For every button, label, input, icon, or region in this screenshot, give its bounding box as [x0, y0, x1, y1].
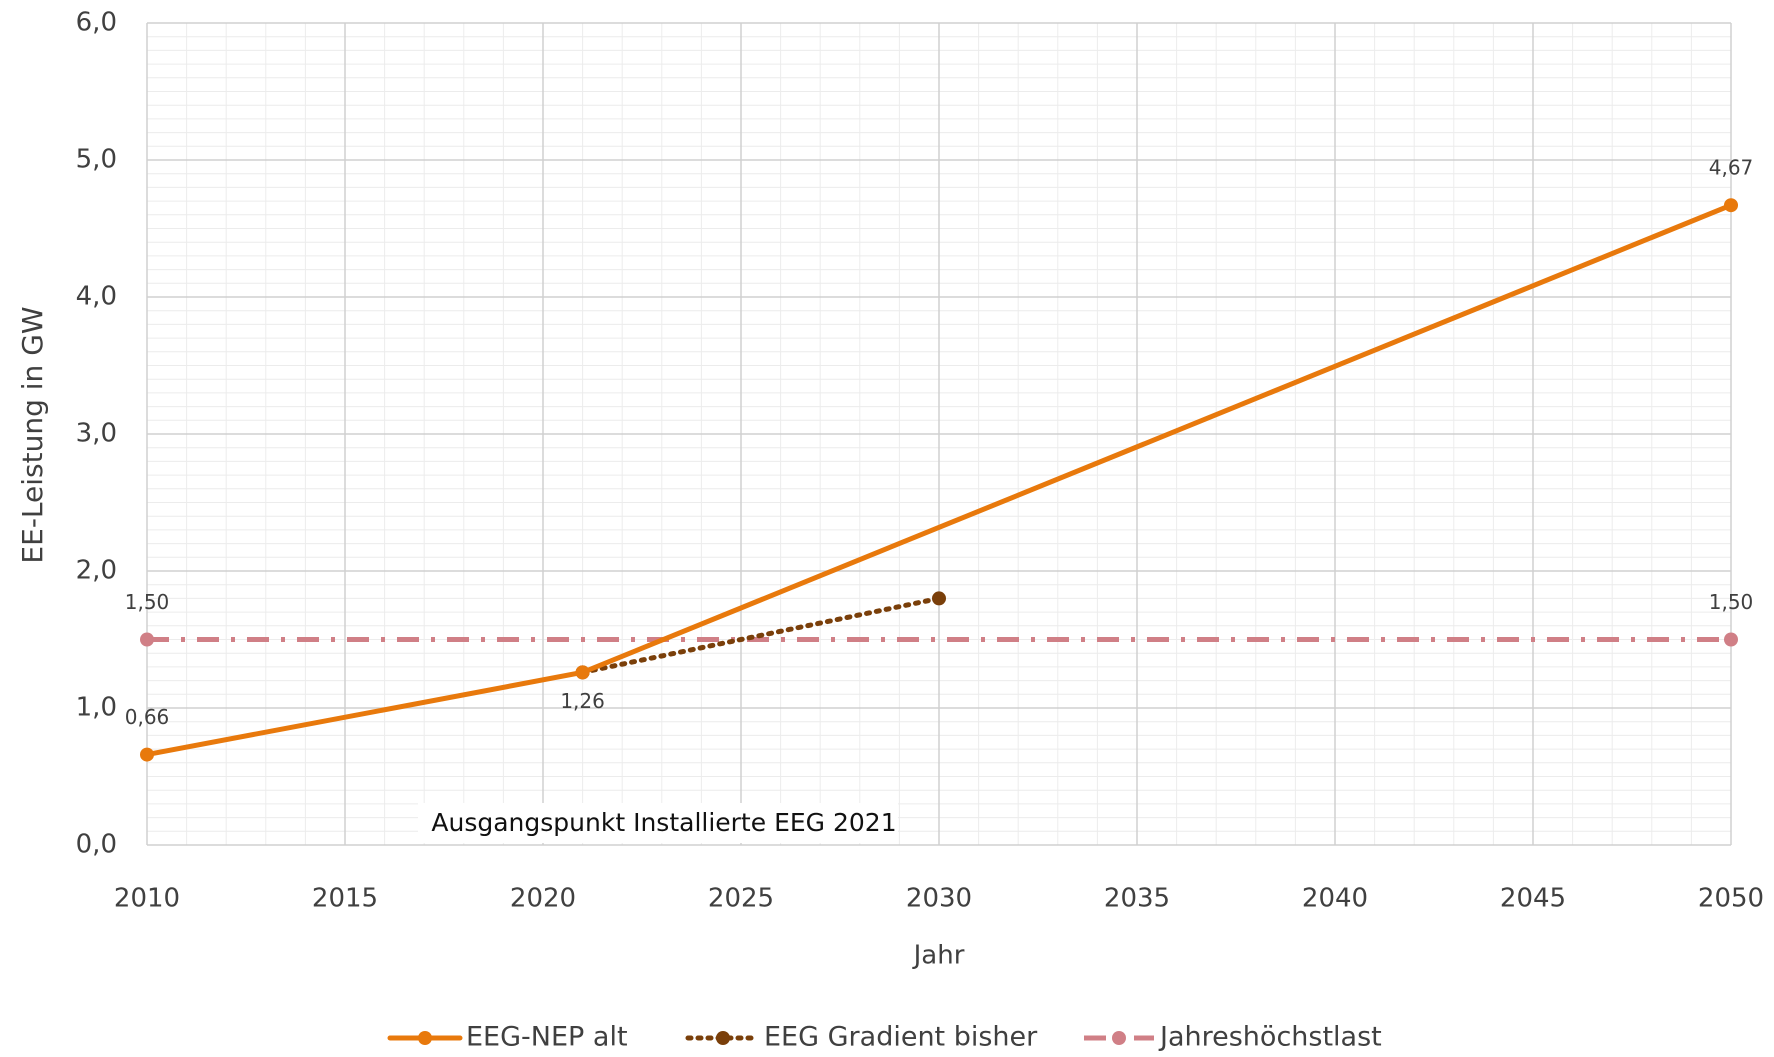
y-axis-label: EE-Leistung in GW [16, 306, 49, 563]
y-tick-label: 4,0 [76, 282, 117, 312]
marker [1724, 632, 1738, 647]
x-tick-label: 2040 [1302, 884, 1368, 914]
marker [575, 665, 590, 680]
annotation-bg [418, 803, 898, 843]
marker [140, 632, 154, 647]
x-axis-label: Jahr [912, 941, 965, 971]
legend-marker [716, 1031, 730, 1045]
series-line [580, 595, 942, 675]
data-label: 4,67 [1709, 156, 1754, 180]
x-tick-label: 2035 [1104, 884, 1170, 914]
data-label: 0,66 [125, 705, 170, 729]
y-tick-label: 1,0 [76, 693, 117, 723]
x-tick-label: 2025 [708, 884, 774, 914]
y-tick-label: 6,0 [76, 8, 117, 38]
marker [932, 591, 946, 606]
legend-label: Jahreshöchstlast [1158, 1022, 1382, 1053]
y-tick-label: 0,0 [76, 830, 117, 860]
y-tick-label: 3,0 [76, 419, 117, 449]
y-tick-label: 5,0 [76, 145, 117, 175]
x-tick-label: 2020 [510, 884, 576, 914]
legend-marker [1112, 1031, 1126, 1045]
legend-marker [418, 1031, 432, 1045]
legend-label: EEG Gradient bisher [764, 1022, 1038, 1053]
data-label: 1,50 [125, 590, 170, 614]
data-label: 1,26 [560, 689, 605, 713]
y-tick-label: 2,0 [76, 556, 117, 586]
annotation: Ausgangspunkt Installierte EEG 2021 [431, 808, 896, 837]
x-tick-label: 2030 [906, 884, 972, 914]
x-tick-label: 2050 [1698, 884, 1764, 914]
marker [1724, 198, 1738, 213]
x-tick-label: 2015 [312, 884, 378, 914]
legend-label: EEG-NEP alt [466, 1022, 628, 1053]
marker [140, 747, 154, 762]
x-tick-label: 2045 [1500, 884, 1566, 914]
x-tick-label: 2010 [114, 884, 180, 914]
data-label: 1,50 [1709, 590, 1754, 614]
